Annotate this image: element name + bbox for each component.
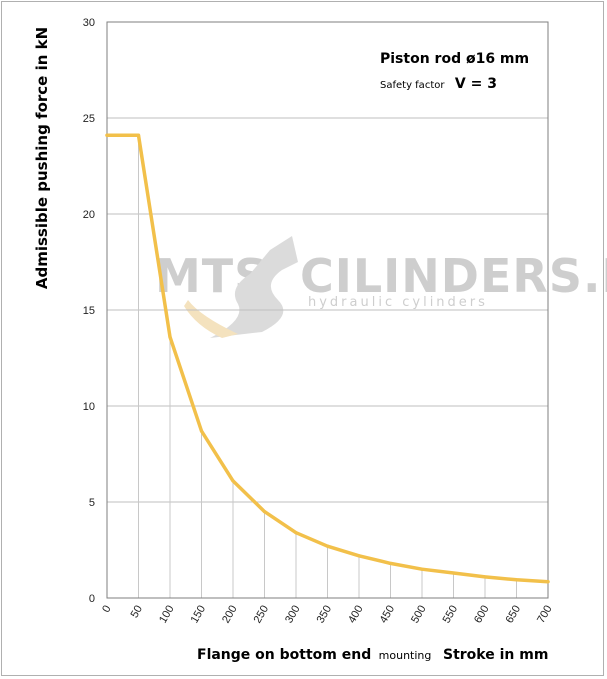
watermark: MTS CILINDERS.NL hydraulic cylinders: [155, 236, 607, 338]
y-axis-label: Admissible pushing force in kN: [33, 27, 51, 289]
y-tick-label: 20: [83, 209, 95, 221]
x-axis-label-stroke: Stroke in mm: [443, 647, 548, 663]
y-tick-label: 5: [89, 497, 95, 509]
data-point: [451, 571, 456, 575]
data-point: [136, 133, 141, 137]
y-tick-label: 25: [83, 113, 95, 125]
data-point: [168, 335, 172, 339]
data-point: [483, 575, 487, 579]
data-point: [105, 133, 109, 137]
y-tick-label: 10: [83, 401, 95, 413]
x-tick-label: 550: [441, 604, 461, 626]
x-axis-label-small: mounting: [379, 649, 432, 662]
data-point: [546, 580, 550, 584]
watermark-swoosh-accent-icon: [184, 300, 238, 338]
watermark-subtitle: hydraulic cylinders: [308, 295, 488, 310]
x-tick-label: 700: [535, 604, 555, 626]
x-axis-label-main: Flange on bottom end: [197, 647, 371, 663]
x-tick-label: 650: [504, 604, 524, 626]
watermark-cilinders: CILINDERS.NL: [300, 249, 607, 303]
series-points: [105, 133, 550, 584]
data-point: [262, 510, 267, 514]
data-point: [325, 544, 330, 548]
x-tick-label: 250: [252, 604, 272, 626]
x-tick-label: 150: [189, 604, 209, 626]
x-tick-label: 0: [100, 604, 113, 615]
x-tick-label: 50: [129, 604, 146, 621]
data-point: [514, 578, 519, 582]
x-tick-label: 450: [378, 604, 398, 626]
y-tick-label: 15: [83, 305, 95, 317]
x-tick-label: 500: [409, 604, 429, 626]
watermark-swoosh-icon: [210, 236, 298, 338]
data-point: [231, 479, 235, 483]
vertical-drop-lines: [138, 135, 517, 598]
grid: [107, 117, 548, 503]
x-tick-label: 300: [283, 604, 303, 626]
x-tick-label: 400: [346, 604, 366, 626]
x-axis-ticks: 0 50 100 150 200 250 300 350 400 450 500 550 600 650 7…: [100, 604, 554, 626]
x-tick-label: 100: [157, 604, 177, 626]
annotation-piston-rod: Piston rod ø16 mm: [380, 51, 529, 67]
data-point: [294, 531, 298, 535]
y-axis-ticks: 0 5 10 15 20 25 30: [83, 17, 95, 605]
annotation-safety-factor-label: Safety factor: [380, 80, 445, 91]
data-point: [420, 567, 424, 571]
data-point: [199, 429, 204, 433]
x-tick-label: 350: [315, 604, 335, 626]
y-tick-label: 30: [83, 17, 95, 29]
x-axis-label: Flange on bottom end mounting: [197, 646, 431, 663]
annotation-safety-factor-value: V = 3: [455, 76, 497, 92]
series-line: [105, 133, 550, 584]
y-tick-label: 0: [89, 593, 95, 605]
annotation-safety-factor: Safety factor V = 3: [380, 75, 497, 92]
x-tick-label: 600: [472, 604, 492, 626]
data-point: [388, 561, 393, 566]
x-tick-label: 200: [220, 604, 240, 626]
plot-area-border: [106, 21, 549, 599]
data-point: [357, 554, 361, 558]
